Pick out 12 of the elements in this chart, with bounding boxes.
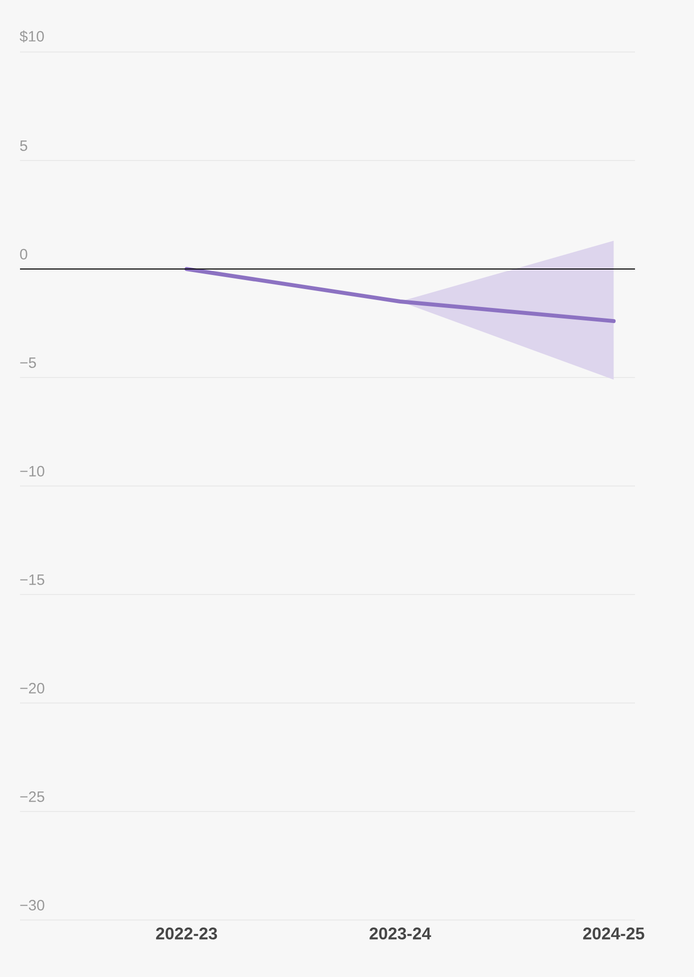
y-tick-label: −25 — [20, 791, 44, 802]
x-tick-label: 2024-25 — [583, 928, 644, 940]
y-tick-label: −5 — [20, 358, 36, 368]
y-tick-label: −10 — [20, 466, 44, 476]
y-tick-label: $10 — [20, 30, 44, 42]
y-tick-label: −15 — [20, 574, 44, 585]
y-tick-label: 5 — [20, 140, 28, 151]
x-tick-label: 2023-24 — [370, 928, 432, 940]
y-tick-label: −30 — [20, 900, 44, 910]
x-tick-label: 2022-23 — [156, 928, 218, 940]
y-tick-label: 0 — [20, 248, 28, 260]
y-tick-label: −20 — [20, 682, 44, 694]
